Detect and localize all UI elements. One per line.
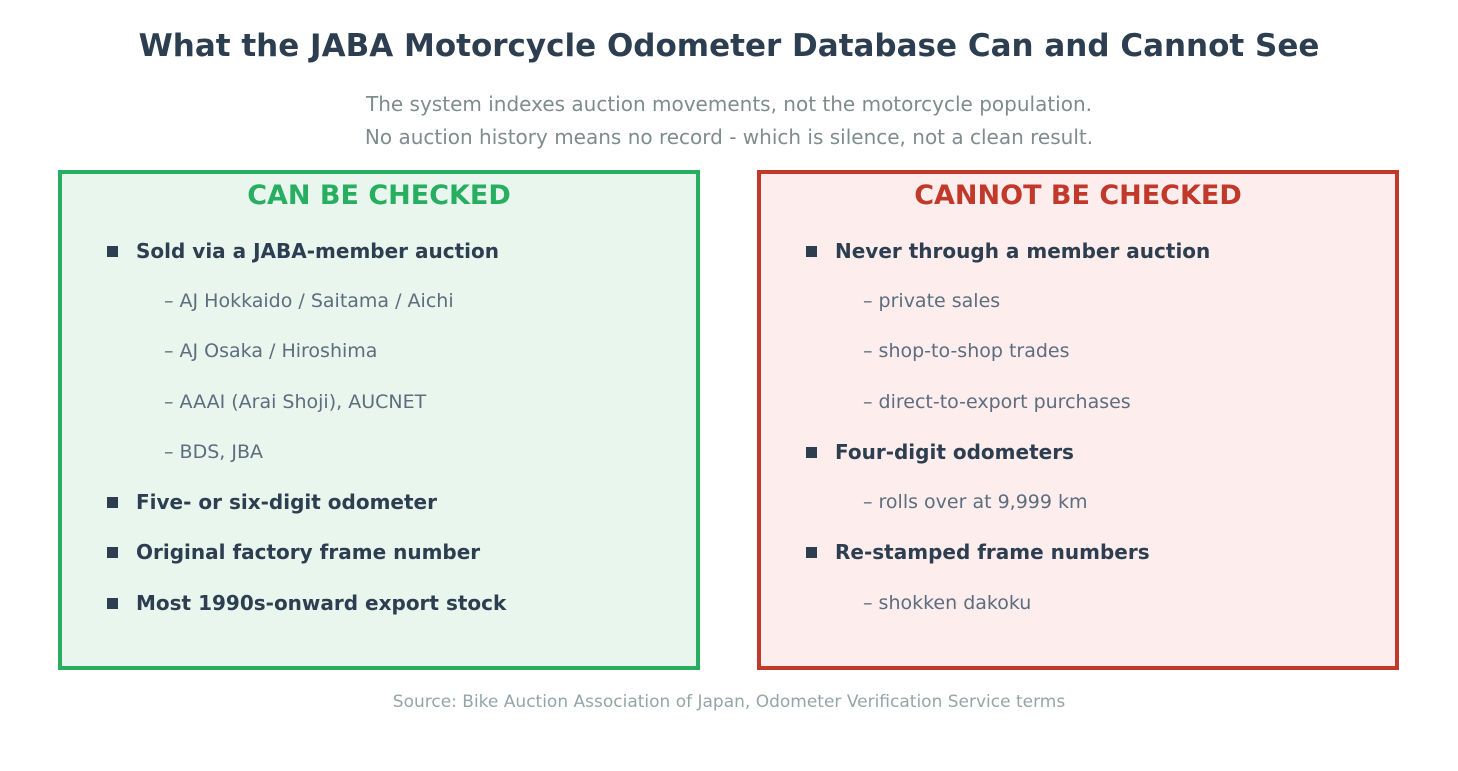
cannot-subitem-label: – shop-to-shop trades: [863, 340, 1070, 362]
square-bullet-icon: [107, 546, 118, 558]
square-bullet-icon: [806, 546, 817, 558]
cannot-subitem-label: – direct-to-export purchases: [863, 391, 1131, 413]
source-caption: Source: Bike Auction Association of Japa…: [392, 692, 1066, 712]
cannot-row-6: – rolls over at 9,999 km: [761, 487, 1395, 517]
can-row-4: – AAAI (Arai Shoji), AUCNET: [62, 387, 696, 417]
cannot-be-checked-panel: CANNOT BE CHECKED Never through a member…: [757, 170, 1399, 670]
square-bullet-icon: [107, 496, 118, 508]
can-subitem-label: – AJ Hokkaido / Saitama / Aichi: [164, 290, 454, 312]
cannot-row-4: – direct-to-export purchases: [761, 387, 1395, 417]
can-item-label: Most 1990s-onward export stock: [136, 591, 507, 615]
cannot-row-1: Never through a member auction: [761, 236, 1395, 266]
page-title: What the JABA Motorcycle Odometer Databa…: [138, 28, 1320, 64]
cannot-row-5: Four-digit odometers: [761, 437, 1395, 467]
can-subitem-label: – AAAI (Arai Shoji), AUCNET: [164, 391, 427, 413]
can-be-checked-panel: CAN BE CHECKED Sold via a JABA-member au…: [58, 170, 700, 670]
can-row-3: – AJ Osaka / Hiroshima: [62, 336, 696, 366]
cannot-row-8: – shokken dakoku: [761, 588, 1395, 618]
square-bullet-icon: [107, 245, 118, 257]
can-subitem-label: – AJ Osaka / Hiroshima: [164, 340, 378, 362]
cannot-item-label: Re-stamped frame numbers: [835, 540, 1150, 564]
cannot-row-7: Re-stamped frame numbers: [761, 537, 1395, 567]
can-row-2: – AJ Hokkaido / Saitama / Aichi: [62, 286, 696, 316]
can-item-label: Original factory frame number: [136, 540, 481, 564]
can-row-7: Original factory frame number: [62, 537, 696, 567]
subtitle-line-2: No auction history means no record - whi…: [364, 125, 1094, 149]
cannot-row-3: – shop-to-shop trades: [761, 336, 1395, 366]
cannot-item-label: Never through a member auction: [835, 239, 1211, 263]
can-row-5: – BDS, JBA: [62, 437, 696, 467]
can-row-8: Most 1990s-onward export stock: [62, 588, 696, 618]
can-item-label: Sold via a JABA-member auction: [136, 239, 499, 263]
can-item-label: Five- or six-digit odometer: [136, 490, 437, 514]
can-panel-heading: CAN BE CHECKED: [247, 180, 511, 211]
can-subitem-label: – BDS, JBA: [164, 441, 263, 463]
cannot-subitem-label: – shokken dakoku: [863, 592, 1032, 614]
square-bullet-icon: [806, 446, 817, 458]
can-row-1: Sold via a JABA-member auction: [62, 236, 696, 266]
square-bullet-icon: [806, 245, 817, 257]
cannot-subitem-label: – private sales: [863, 290, 1001, 312]
cannot-item-label: Four-digit odometers: [835, 440, 1074, 464]
square-bullet-icon: [107, 597, 118, 609]
cannot-subitem-label: – rolls over at 9,999 km: [863, 491, 1088, 513]
subtitle-line-1: The system indexes auction movements, no…: [366, 92, 1092, 116]
cannot-panel-heading: CANNOT BE CHECKED: [914, 180, 1242, 211]
cannot-row-2: – private sales: [761, 286, 1395, 316]
can-row-6: Five- or six-digit odometer: [62, 487, 696, 517]
